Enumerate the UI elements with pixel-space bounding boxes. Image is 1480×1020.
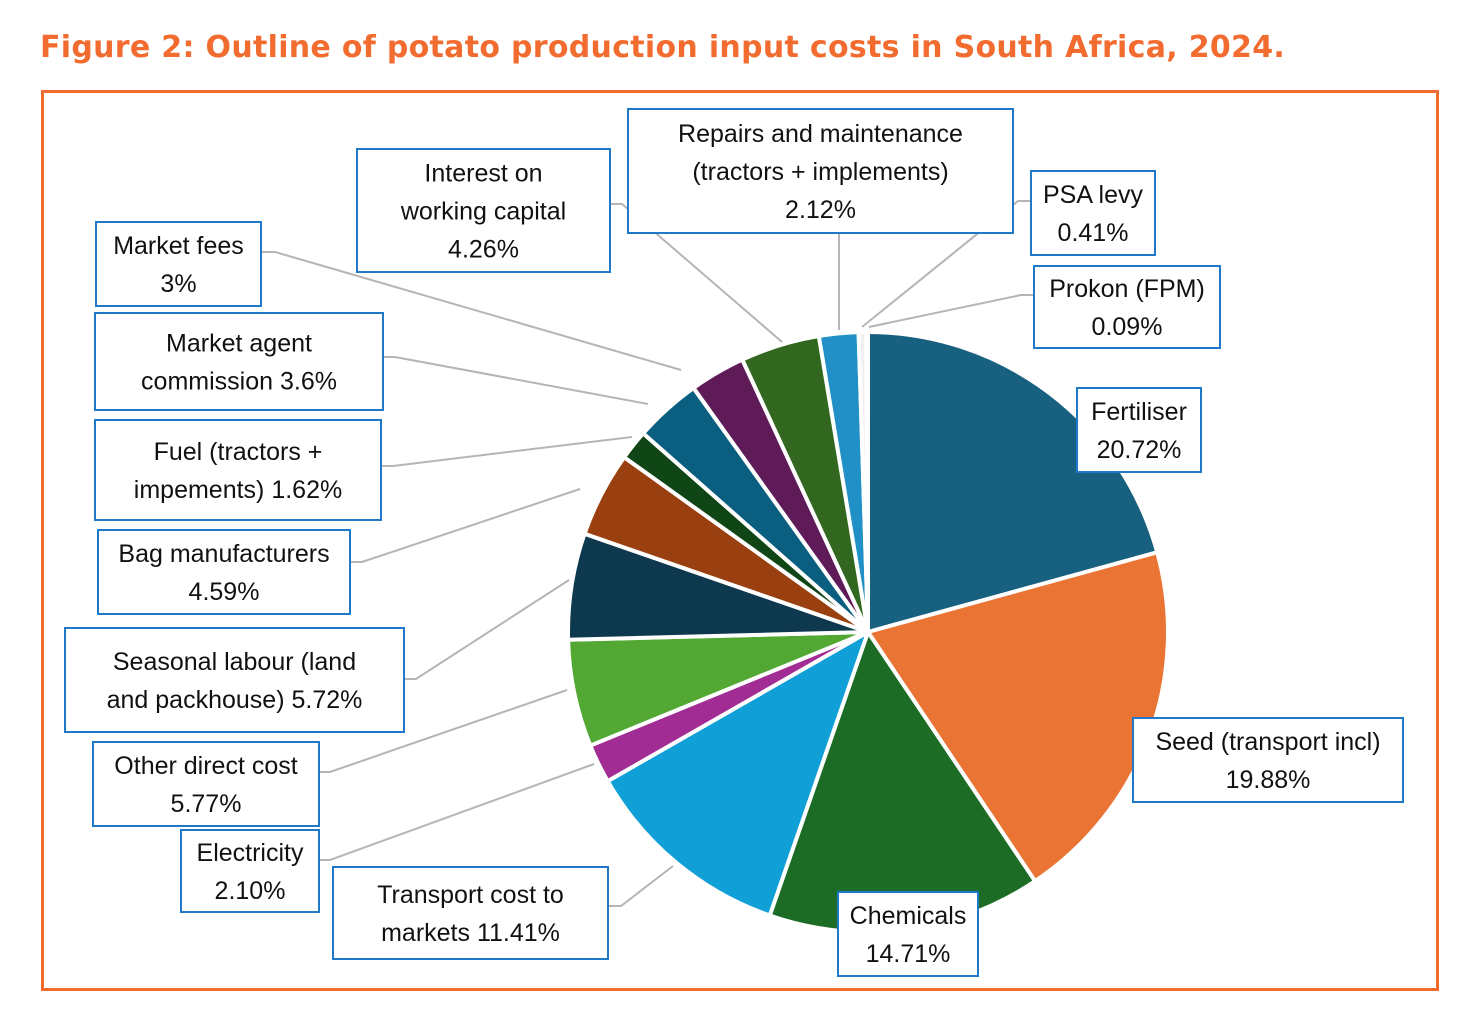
leader-line [350, 488, 581, 563]
data-label-box [1076, 387, 1202, 473]
leader-line [261, 251, 682, 371]
data-label-text: PSA levy [1043, 181, 1144, 209]
data-label-text: 2.10% [215, 877, 286, 905]
data-label-box [1033, 265, 1221, 349]
data-label-text: 14.71% [866, 940, 951, 968]
data-label-text: Fuel (tractors + [154, 438, 323, 466]
data-label-text: 3% [160, 270, 196, 298]
data-label-text: working capital [400, 198, 566, 226]
data-label: Interest on working capital 4.26% [356, 148, 611, 273]
data-label-box [837, 891, 979, 977]
data-label: PSA levy 0.41% [1030, 170, 1156, 256]
leader-line [868, 294, 1034, 328]
data-labels: Fertiliser 20.72% Seed (transport incl) 19.… [64, 108, 1404, 977]
data-label-text: 5.77% [171, 790, 242, 818]
data-label-box [1030, 170, 1156, 256]
data-label: Fertiliser 20.72% [1076, 387, 1202, 473]
data-label-box [94, 312, 384, 411]
data-label-box [95, 221, 262, 307]
data-label-text: Other direct cost [114, 752, 297, 780]
leader-line [610, 203, 783, 343]
data-label-text: (tractors + implements) [692, 158, 948, 186]
data-label-box [64, 627, 405, 733]
data-label-text: 4.59% [189, 578, 260, 606]
data-label: Repairs and maintenance (tractors + imple… [627, 108, 1014, 234]
data-label-text: Prokon (FPM) [1049, 275, 1205, 303]
data-label-text: Fertiliser [1091, 398, 1187, 426]
data-label: Market agent commission 3.6% [94, 312, 384, 411]
data-label-box [97, 529, 351, 615]
data-label-text: Repairs and maintenance [678, 120, 963, 148]
data-label-text: 2.12% [785, 196, 856, 224]
data-label-text: 4.26% [448, 236, 519, 264]
data-label-box [356, 148, 611, 273]
data-label: Prokon (FPM) 0.09% [1033, 265, 1221, 349]
leader-lines [261, 200, 1034, 907]
leader-line [404, 579, 570, 680]
data-label-box [627, 108, 1014, 234]
data-label-text: 20.72% [1097, 436, 1182, 464]
data-label: Chemicals 14.71% [837, 891, 979, 977]
data-label: Other direct cost 5.77% [92, 741, 320, 827]
data-label-text: markets 11.41% [381, 919, 560, 947]
chart-title: Figure 2: Outline of potato production i… [40, 30, 1286, 65]
pie-slice-fertiliser [866, 330, 1160, 634]
data-label-text: Transport cost to [377, 881, 564, 909]
data-label-text: 0.41% [1058, 219, 1129, 247]
leader-line [381, 436, 633, 467]
data-label-text: 0.09% [1092, 313, 1163, 341]
data-label-text: commission 3.6% [141, 368, 337, 396]
data-label-text: and packhouse) 5.72% [107, 686, 363, 714]
data-label-box [332, 866, 609, 960]
data-label-box [92, 741, 320, 827]
data-label-text: Market agent [166, 330, 312, 358]
data-label: Electricity 2.10% [180, 829, 320, 913]
leader-line [608, 865, 674, 907]
data-label-box [94, 419, 382, 521]
data-label-text: Market fees [113, 232, 244, 260]
pie-slice-prokon-fpm [864, 329, 870, 634]
data-label-text: Interest on [424, 160, 542, 188]
data-label-text: Chemicals [850, 902, 967, 930]
data-label-text: 19.88% [1226, 766, 1311, 794]
data-label: Fuel (tractors + impements) 1.62% [94, 419, 382, 521]
data-label: Seasonal labour (land and packhouse) 5.72… [64, 627, 405, 733]
data-label: Transport cost to markets 11.41% [332, 866, 609, 960]
data-label-box [1132, 717, 1404, 803]
data-label-text: Seed (transport incl) [1155, 728, 1380, 756]
leader-line [319, 763, 595, 861]
chart-frame [41, 90, 1439, 991]
leader-line [861, 200, 1031, 328]
leader-line [383, 356, 649, 405]
leader-line [319, 689, 568, 773]
data-label: Seed (transport incl) 19.88% [1132, 717, 1404, 803]
data-label-box [180, 829, 320, 913]
pie-slices [566, 329, 1170, 934]
data-label-text: Seasonal labour (land [113, 648, 356, 676]
data-label: Bag manufacturers 4.59% [97, 529, 351, 615]
data-label: Market fees 3% [95, 221, 262, 307]
data-label-text: Electricity [197, 839, 304, 867]
pie-slice-transport-cost-to-markets [605, 630, 870, 918]
data-label-text: impements) 1.62% [134, 476, 342, 504]
data-label-text: Bag manufacturers [118, 540, 329, 568]
